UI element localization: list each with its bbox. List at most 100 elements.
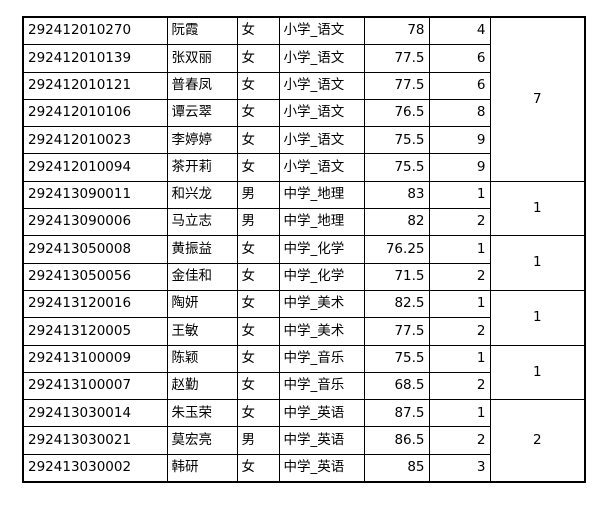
rank-cell[interactable]: 2 (428, 208, 491, 237)
group-count-cell[interactable]: 7 (489, 16, 586, 182)
name-cell[interactable]: 莫宏亮 (166, 426, 238, 455)
name-cell[interactable]: 陈颖 (166, 344, 238, 373)
subject-cell[interactable]: 中学_化学 (278, 235, 365, 264)
name-cell[interactable]: 阮霞 (166, 16, 238, 46)
rank-cell[interactable]: 9 (428, 153, 491, 182)
name-cell[interactable]: 朱玉荣 (166, 399, 238, 428)
rank-cell[interactable]: 2 (428, 426, 491, 455)
name-cell[interactable]: 陶妍 (166, 289, 238, 319)
group-count-cell[interactable]: 1 (489, 180, 586, 237)
exam-id-cell[interactable]: 292413050008 (22, 235, 168, 264)
rank-cell[interactable]: 1 (428, 399, 491, 428)
name-cell[interactable]: 茶开莉 (166, 153, 238, 182)
gender-cell[interactable]: 男 (236, 426, 280, 455)
name-cell[interactable]: 李婷婷 (166, 126, 238, 155)
name-cell[interactable]: 王敏 (166, 317, 238, 346)
rank-cell[interactable]: 3 (428, 453, 491, 483)
subject-cell[interactable]: 小学_语文 (278, 44, 365, 73)
gender-cell[interactable]: 女 (236, 371, 280, 401)
exam-id-cell[interactable]: 292412010023 (22, 126, 168, 155)
subject-cell[interactable]: 小学_语文 (278, 71, 365, 100)
name-cell[interactable]: 普春凤 (166, 71, 238, 100)
name-cell[interactable]: 张双丽 (166, 44, 238, 73)
name-cell[interactable]: 和兴龙 (166, 180, 238, 210)
score-cell[interactable]: 76.5 (363, 98, 430, 128)
gender-cell[interactable]: 女 (236, 44, 280, 73)
name-cell[interactable]: 黄振益 (166, 235, 238, 264)
rank-cell[interactable]: 6 (428, 44, 491, 73)
subject-cell[interactable]: 中学_音乐 (278, 371, 365, 401)
subject-cell[interactable]: 中学_英语 (278, 399, 365, 428)
score-cell[interactable]: 75.5 (363, 126, 430, 155)
score-cell[interactable]: 77.5 (363, 44, 430, 73)
gender-cell[interactable]: 女 (236, 453, 280, 483)
name-cell[interactable]: 谭云翠 (166, 98, 238, 128)
subject-cell[interactable]: 小学_语文 (278, 153, 365, 182)
subject-cell[interactable]: 中学_英语 (278, 453, 365, 483)
exam-id-cell[interactable]: 292412010094 (22, 153, 168, 182)
score-cell[interactable]: 85 (363, 453, 430, 483)
score-cell[interactable]: 77.5 (363, 71, 430, 100)
gender-cell[interactable]: 女 (236, 71, 280, 100)
rank-cell[interactable]: 2 (428, 371, 491, 401)
rank-cell[interactable]: 9 (428, 126, 491, 155)
gender-cell[interactable]: 女 (236, 16, 280, 46)
exam-id-cell[interactable]: 292413030002 (22, 453, 168, 483)
score-cell[interactable]: 82 (363, 208, 430, 237)
exam-id-cell[interactable]: 292413090006 (22, 208, 168, 237)
gender-cell[interactable]: 女 (236, 98, 280, 128)
exam-id-cell[interactable]: 292413120016 (22, 289, 168, 319)
subject-cell[interactable]: 小学_语文 (278, 16, 365, 46)
gender-cell[interactable]: 女 (236, 289, 280, 319)
score-cell[interactable]: 83 (363, 180, 430, 210)
rank-cell[interactable]: 1 (428, 289, 491, 319)
gender-cell[interactable]: 女 (236, 317, 280, 346)
name-cell[interactable]: 韩研 (166, 453, 238, 483)
subject-cell[interactable]: 中学_地理 (278, 180, 365, 210)
score-cell[interactable]: 77.5 (363, 317, 430, 346)
exam-id-cell[interactable]: 292413120005 (22, 317, 168, 346)
gender-cell[interactable]: 女 (236, 344, 280, 373)
gender-cell[interactable]: 男 (236, 208, 280, 237)
exam-id-cell[interactable]: 292413090011 (22, 180, 168, 210)
name-cell[interactable]: 金佳和 (166, 262, 238, 291)
group-count-cell[interactable]: 1 (489, 289, 586, 346)
subject-cell[interactable]: 中学_地理 (278, 208, 365, 237)
gender-cell[interactable]: 女 (236, 262, 280, 291)
score-cell[interactable]: 68.5 (363, 371, 430, 401)
name-cell[interactable]: 赵勤 (166, 371, 238, 401)
score-cell[interactable]: 86.5 (363, 426, 430, 455)
score-cell[interactable]: 76.25 (363, 235, 430, 264)
exam-id-cell[interactable]: 292413050056 (22, 262, 168, 291)
gender-cell[interactable]: 女 (236, 399, 280, 428)
rank-cell[interactable]: 1 (428, 180, 491, 210)
exam-id-cell[interactable]: 292412010139 (22, 44, 168, 73)
rank-cell[interactable]: 2 (428, 262, 491, 291)
score-cell[interactable]: 75.5 (363, 344, 430, 373)
exam-id-cell[interactable]: 292413100007 (22, 371, 168, 401)
rank-cell[interactable]: 6 (428, 71, 491, 100)
exam-id-cell[interactable]: 292412010106 (22, 98, 168, 128)
score-cell[interactable]: 82.5 (363, 289, 430, 319)
subject-cell[interactable]: 中学_化学 (278, 262, 365, 291)
exam-id-cell[interactable]: 292412010121 (22, 71, 168, 100)
rank-cell[interactable]: 1 (428, 344, 491, 373)
group-count-cell[interactable]: 1 (489, 235, 586, 291)
score-cell[interactable]: 75.5 (363, 153, 430, 182)
name-cell[interactable]: 马立志 (166, 208, 238, 237)
subject-cell[interactable]: 小学_语文 (278, 98, 365, 128)
exam-id-cell[interactable]: 292413030014 (22, 399, 168, 428)
exam-id-cell[interactable]: 292413100009 (22, 344, 168, 373)
gender-cell[interactable]: 男 (236, 180, 280, 210)
rank-cell[interactable]: 1 (428, 235, 491, 264)
rank-cell[interactable]: 4 (428, 16, 491, 46)
score-cell[interactable]: 87.5 (363, 399, 430, 428)
group-count-cell[interactable]: 2 (489, 399, 586, 483)
subject-cell[interactable]: 中学_英语 (278, 426, 365, 455)
gender-cell[interactable]: 女 (236, 235, 280, 264)
exam-id-cell[interactable]: 292413030021 (22, 426, 168, 455)
subject-cell[interactable]: 小学_语文 (278, 126, 365, 155)
subject-cell[interactable]: 中学_音乐 (278, 344, 365, 373)
rank-cell[interactable]: 8 (428, 98, 491, 128)
gender-cell[interactable]: 女 (236, 153, 280, 182)
